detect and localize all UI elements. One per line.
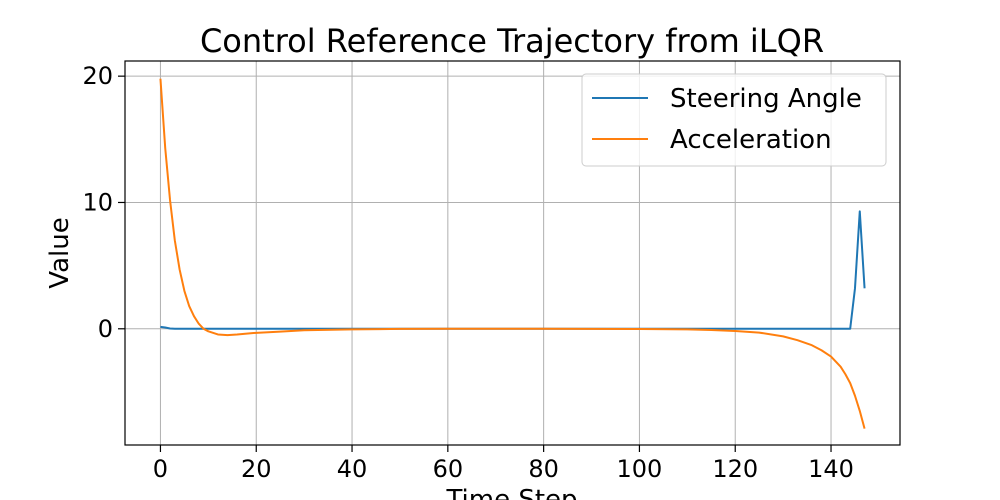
x-tick-label: 100 <box>617 455 663 483</box>
x-tick-label: 0 <box>153 455 168 483</box>
y-axis-label: Value <box>45 217 75 288</box>
x-tick-label: 40 <box>337 455 368 483</box>
y-tick-label: 0 <box>98 315 113 343</box>
chart-title: Control Reference Trajectory from iLQR <box>200 22 824 60</box>
series-layer <box>159 78 866 429</box>
series-line-steering-angle <box>160 210 866 330</box>
legend-label-acceleration: Acceleration <box>670 125 832 155</box>
x-tick-label: 80 <box>528 455 559 483</box>
legend-label-steering-angle: Steering Angle <box>670 84 862 114</box>
series-line-acceleration <box>159 78 866 429</box>
y-tick-label: 10 <box>82 188 113 216</box>
x-axis-label: Time Step <box>445 485 577 500</box>
plot-frame <box>124 60 901 446</box>
x-tick-label: 20 <box>241 455 272 483</box>
y-tick-label: 20 <box>82 62 113 90</box>
x-tick-label: 60 <box>433 455 464 483</box>
legend: Steering Angle Acceleration <box>581 73 887 167</box>
x-tick-label: 140 <box>808 455 854 483</box>
axis-ticks: 0 20 40 60 80 100 120 140 0 10 20 <box>82 62 853 483</box>
legend-box <box>581 73 887 167</box>
x-tick-label: 120 <box>712 455 758 483</box>
